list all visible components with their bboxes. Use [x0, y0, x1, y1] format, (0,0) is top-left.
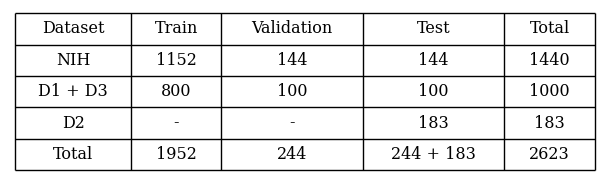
Text: 800: 800	[161, 83, 192, 100]
Text: 183: 183	[418, 115, 449, 131]
Text: 100: 100	[277, 83, 307, 100]
Text: D1 + D3: D1 + D3	[38, 83, 108, 100]
Text: -: -	[173, 115, 179, 131]
Text: 144: 144	[277, 52, 307, 69]
Text: 144: 144	[418, 52, 449, 69]
Text: Test: Test	[417, 21, 451, 37]
Text: 2623: 2623	[529, 146, 570, 163]
Text: Train: Train	[154, 21, 198, 37]
Text: Validation: Validation	[252, 21, 333, 37]
Text: Total: Total	[530, 21, 570, 37]
Text: D2: D2	[61, 115, 85, 131]
Text: Total: Total	[53, 146, 93, 163]
Text: 183: 183	[534, 115, 565, 131]
Text: -: -	[289, 115, 295, 131]
Text: 100: 100	[418, 83, 449, 100]
Text: 1952: 1952	[156, 146, 196, 163]
Text: 1000: 1000	[529, 83, 570, 100]
Text: 1152: 1152	[156, 52, 196, 69]
Text: 244 + 183: 244 + 183	[391, 146, 476, 163]
Text: Dataset: Dataset	[42, 21, 105, 37]
Text: NIH: NIH	[56, 52, 91, 69]
Text: 244: 244	[277, 146, 307, 163]
Text: 1440: 1440	[529, 52, 570, 69]
